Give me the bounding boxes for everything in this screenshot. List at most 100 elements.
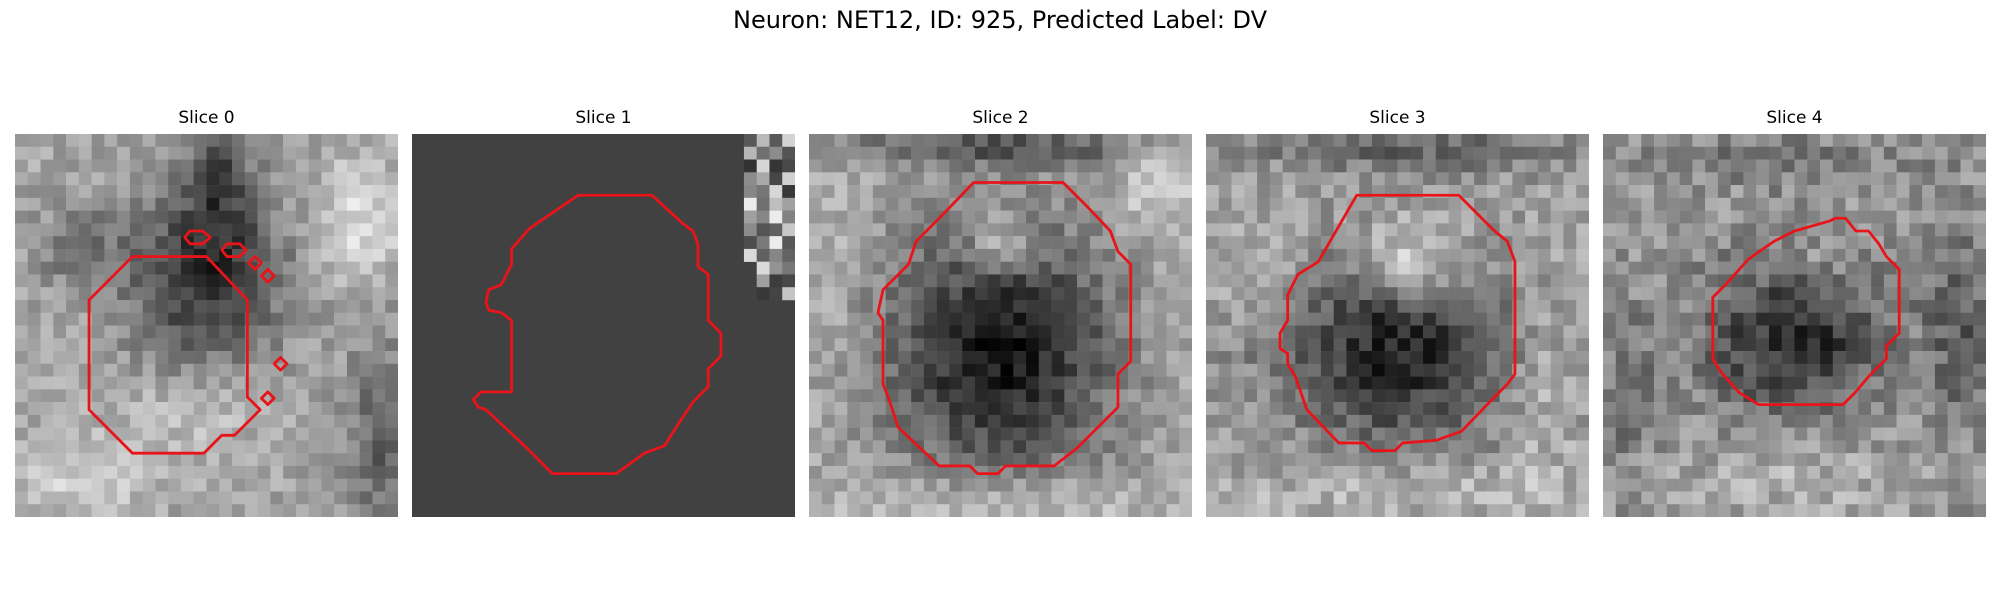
image-pixel (898, 146, 912, 160)
image-pixel (1934, 248, 1948, 262)
image-pixel (346, 134, 360, 148)
image-pixel (232, 402, 246, 416)
image-pixel (117, 376, 131, 390)
image-pixel (872, 185, 886, 199)
image-pixel (372, 351, 386, 365)
image-pixel (936, 504, 950, 517)
image-pixel (1077, 414, 1091, 428)
image-pixel (1423, 440, 1437, 454)
image-pixel (1654, 376, 1668, 390)
image-pixel (168, 185, 182, 199)
image-pixel (129, 478, 143, 492)
image-pixel (117, 427, 131, 441)
image-pixel (1730, 287, 1744, 301)
image-pixel (1038, 210, 1052, 224)
image-pixel (155, 172, 169, 186)
image-pixel (936, 146, 950, 160)
image-pixel (1384, 453, 1398, 467)
image-pixel (1140, 351, 1154, 365)
image-pixel (1563, 248, 1577, 262)
image-pixel (206, 478, 220, 492)
image-pixel (1628, 248, 1642, 262)
image-pixel (1218, 236, 1232, 250)
image-pixel (66, 134, 80, 148)
image-pixel (1128, 427, 1142, 441)
image-pixel (1026, 287, 1040, 301)
image-pixel (1346, 172, 1360, 186)
image-pixel (1359, 427, 1373, 441)
image-pixel (1000, 351, 1014, 365)
image-pixel (359, 261, 373, 275)
image-pixel (1231, 351, 1245, 365)
image-pixel (1756, 351, 1770, 365)
image-pixel (1423, 376, 1437, 390)
image-pixel (1423, 402, 1437, 416)
image-pixel (911, 465, 925, 479)
image-pixel (295, 134, 309, 148)
image-pixel (1896, 389, 1910, 403)
image-pixel (1410, 440, 1424, 454)
image-pixel (974, 389, 988, 403)
image-pixel (40, 376, 54, 390)
image-pixel (885, 223, 899, 237)
image-pixel (1384, 146, 1398, 160)
image-pixel (283, 427, 297, 441)
image-pixel (949, 261, 963, 275)
image-pixel (1359, 376, 1373, 390)
image-pixel (1820, 351, 1834, 365)
image-pixel (834, 223, 848, 237)
image-pixel (334, 223, 348, 237)
image-pixel (1705, 478, 1719, 492)
image-pixel (1512, 491, 1526, 505)
image-pixel (1397, 223, 1411, 237)
image-pixel (1295, 146, 1309, 160)
image-pixel (1512, 465, 1526, 479)
image-pixel (1102, 197, 1116, 211)
image-pixel (1628, 261, 1642, 275)
image-pixel (949, 274, 963, 288)
image-pixel (898, 248, 912, 262)
image-pixel (1871, 299, 1885, 313)
image-pixel (168, 325, 182, 339)
image-pixel (1089, 261, 1103, 275)
image-pixel (193, 146, 207, 160)
image-pixel (1576, 478, 1589, 492)
image-pixel (27, 261, 41, 275)
image-pixel (1550, 185, 1564, 199)
image-pixel (1346, 287, 1360, 301)
image-pixel (1179, 465, 1192, 479)
image-pixel (847, 504, 861, 517)
image-pixel (232, 261, 246, 275)
image-pixel (1947, 427, 1961, 441)
image-pixel (1628, 159, 1642, 173)
image-pixel (962, 287, 976, 301)
image-pixel (372, 363, 386, 377)
image-pixel (1320, 312, 1334, 326)
image-pixel (923, 402, 937, 416)
image-pixel (834, 440, 848, 454)
image-pixel (1461, 223, 1475, 237)
image-pixel (1474, 440, 1488, 454)
image-pixel (372, 491, 386, 505)
image-pixel (78, 236, 92, 250)
image-pixel (1896, 146, 1910, 160)
image-pixel (1308, 363, 1322, 377)
image-pixel (372, 210, 386, 224)
image-pixel (1244, 299, 1258, 313)
image-pixel (1550, 338, 1564, 352)
image-pixel (27, 134, 41, 148)
image-pixel (974, 491, 988, 505)
image-pixel (1499, 146, 1513, 160)
image-pixel (1525, 172, 1539, 186)
image-pixel (949, 146, 963, 160)
image-pixel (1922, 185, 1936, 199)
image-pixel (1615, 287, 1629, 301)
image-pixel (1000, 363, 1014, 377)
image-pixel (885, 197, 899, 211)
image-pixel (847, 414, 861, 428)
image-pixel (1038, 248, 1052, 262)
image-pixel (40, 491, 54, 505)
image-pixel (1832, 491, 1846, 505)
image-pixel (1384, 491, 1398, 505)
image-pixel (1512, 134, 1526, 148)
